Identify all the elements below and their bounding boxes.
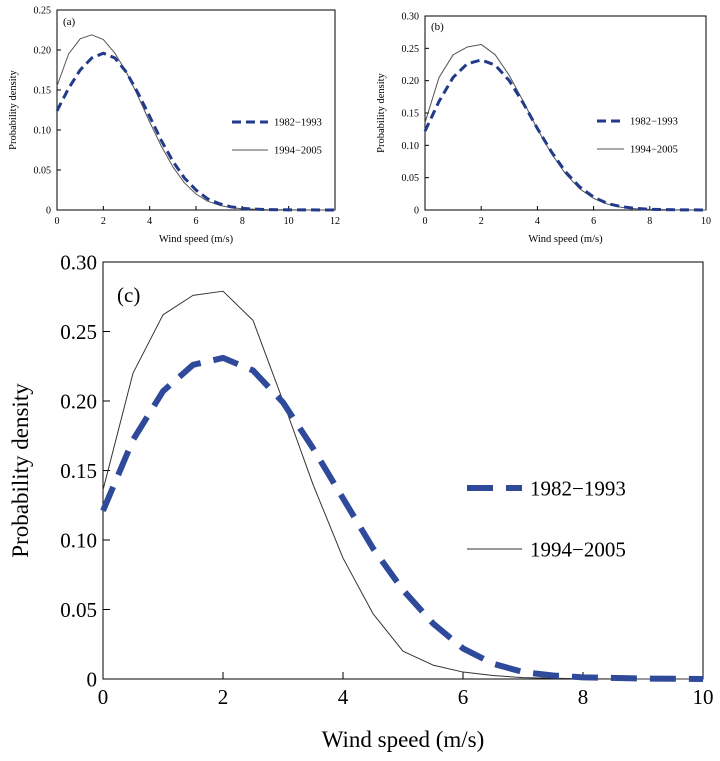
- y-tick-label: 0.25: [402, 44, 420, 55]
- x-tick-label: 8: [240, 216, 245, 227]
- y-tick-label: 0: [414, 206, 419, 217]
- x-tick-label: 10: [701, 216, 711, 227]
- chart-panel-c: 0 2 4 6 8 10 0 0.05 0.10 0.15 0.20 0.25 0.30 Wind spe…: [8, 250, 714, 752]
- legend-label: 1982−1993: [274, 118, 322, 129]
- legend-label: 1994−2005: [530, 537, 626, 561]
- x-tick-label: 6: [458, 685, 469, 709]
- x-tick-label: 4: [147, 216, 152, 227]
- x-tick-label: 4: [535, 216, 540, 227]
- legend-label: 1994−2005: [274, 146, 322, 157]
- x-tick-label: 0: [98, 685, 109, 709]
- y-tick-label: 0.15: [34, 86, 52, 97]
- x-tick-label: 0: [423, 216, 428, 227]
- legend-label: 1994−2005: [630, 145, 678, 156]
- panel-label: (b): [431, 21, 444, 33]
- x-tick-label: 2: [218, 685, 229, 709]
- x-tick-label: 12: [330, 216, 340, 227]
- y-tick-label: 0.05: [60, 598, 97, 622]
- panel-label: (c): [117, 283, 140, 307]
- x-tick-label: 8: [647, 216, 652, 227]
- x-axis-title: Wind speed (m/s): [159, 234, 234, 245]
- y-tick-label: 0.20: [60, 389, 97, 413]
- chart-panel-a: 0 2 4 6 8 10 12 0 0.05 0.10 0.15 0.20 0.25 Wind speed…: [8, 6, 340, 246]
- x-tick-label: 8: [578, 685, 589, 709]
- y-tick-label: 0.20: [34, 46, 52, 57]
- y-tick-label: 0.15: [402, 109, 420, 120]
- y-tick-label: 0.25: [60, 320, 97, 344]
- x-tick-label: 6: [591, 216, 596, 227]
- y-tick-label: 0.10: [402, 141, 420, 152]
- chart-panel-b: 0 2 4 6 8 10 0 0.05 0.10 0.15 0.20 0.25 0.30 Wind spe…: [376, 12, 711, 246]
- x-tick-label: 4: [338, 685, 349, 709]
- y-tick-label: 0.20: [402, 76, 420, 87]
- x-tick-label: 10: [284, 216, 294, 227]
- series-line-1982-1993: [423, 58, 707, 212]
- x-axis-title: Wind speed (m/s): [322, 727, 485, 752]
- y-tick-label: 0.30: [60, 250, 97, 274]
- y-tick-label: 0.25: [34, 6, 52, 17]
- plot-frame: [424, 15, 707, 211]
- y-tick-label: 0.05: [402, 173, 420, 184]
- y-axis-title: Probability density: [8, 383, 33, 558]
- y-tick-label: 0: [87, 667, 98, 691]
- y-tick-label: 0: [46, 206, 51, 217]
- x-tick-label: 6: [194, 216, 199, 227]
- plot-frame: [56, 9, 336, 211]
- x-tick-label: 2: [101, 216, 106, 227]
- series-line-1982-1993: [55, 51, 336, 212]
- x-tick-label: 2: [479, 216, 484, 227]
- y-tick-label: 0.10: [60, 528, 97, 552]
- y-tick-label: 0.10: [34, 126, 52, 137]
- panel-label: (a): [63, 16, 76, 28]
- legend-label: 1982−1993: [630, 117, 678, 128]
- y-axis-title: Probability density: [8, 69, 19, 149]
- x-tick-label: 10: [693, 685, 714, 709]
- legend-label: 1982−1993: [530, 476, 626, 500]
- x-axis-title: Wind speed (m/s): [528, 234, 603, 245]
- x-tick-label: 0: [55, 216, 60, 227]
- series-line-1982-1993: [100, 354, 704, 682]
- y-tick-label: 0.15: [60, 459, 97, 483]
- y-tick-label: 0.05: [34, 166, 52, 177]
- y-axis-title: Probability density: [376, 72, 387, 152]
- plot-frame: [102, 261, 704, 680]
- y-tick-label: 0.30: [402, 12, 420, 23]
